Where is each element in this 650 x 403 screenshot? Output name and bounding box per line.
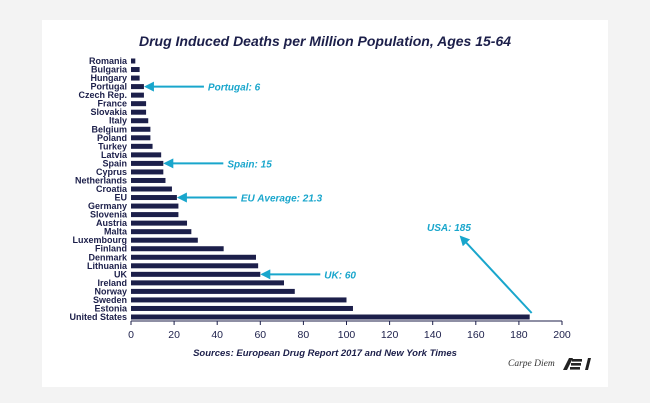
- category-label: United States: [69, 312, 127, 322]
- category-label: Czech Rep.: [78, 90, 127, 100]
- category-label: Poland: [97, 133, 127, 143]
- x-tick-label: 20: [168, 329, 180, 341]
- category-label: Spain: [102, 158, 127, 168]
- category-label: Austria: [96, 218, 128, 228]
- category-label: Belgium: [91, 124, 127, 134]
- chart-source: Sources: European Drug Report 2017 and N…: [193, 348, 457, 359]
- annotation-label: EU Average: 21.3: [241, 194, 323, 205]
- bar-italy: [131, 118, 149, 124]
- bar-estonia: [131, 305, 353, 311]
- bar-luxembourg: [131, 237, 198, 243]
- category-label: France: [97, 99, 127, 109]
- x-tick-label: 180: [510, 329, 528, 341]
- x-tick-label: 160: [467, 329, 485, 341]
- chart-title: Drug Induced Deaths per Million Populati…: [138, 33, 512, 49]
- bar-slovenia: [131, 212, 179, 218]
- category-label: Bulgaria: [91, 65, 128, 75]
- category-label: Romania: [89, 56, 128, 66]
- x-tick-label: 200: [553, 329, 571, 341]
- category-label: Latvia: [101, 150, 128, 160]
- category-label: EU: [114, 193, 127, 203]
- annotation-label: Spain: 15: [227, 159, 272, 170]
- category-label: Italy: [109, 116, 127, 126]
- category-label: Slovakia: [90, 107, 128, 117]
- bar-sweden: [131, 297, 347, 303]
- bar-bulgaria: [131, 67, 140, 73]
- bar-portugal: [131, 84, 144, 90]
- category-label: Croatia: [96, 184, 128, 194]
- branding: Carpe Diem: [508, 356, 601, 372]
- x-tick-label: 140: [424, 329, 442, 341]
- category-label: Luxembourg: [72, 235, 127, 245]
- category-label: Norway: [94, 286, 127, 296]
- annotation-label: UK: 60: [324, 270, 356, 281]
- x-tick-label: 100: [338, 329, 356, 341]
- bar-latvia: [131, 152, 162, 158]
- bar-czech-rep-: [131, 92, 144, 98]
- bar-hungary: [131, 75, 140, 81]
- bar-cyprus: [131, 169, 164, 175]
- x-tick-label: 80: [298, 329, 310, 341]
- category-label: Sweden: [93, 295, 127, 305]
- bar-germany: [131, 203, 179, 209]
- category-label: Ireland: [97, 278, 127, 288]
- bar-lithuania: [131, 263, 259, 269]
- bar-france: [131, 101, 147, 107]
- x-tick-label: 0: [128, 329, 134, 341]
- bar-ireland: [131, 280, 285, 286]
- bar-turkey: [131, 143, 153, 149]
- category-label: Malta: [104, 227, 128, 237]
- bar-denmark: [131, 254, 256, 260]
- bar-belgium: [131, 126, 151, 132]
- bar-norway: [131, 288, 295, 294]
- category-label: Slovenia: [90, 210, 128, 220]
- bar-spain: [131, 160, 164, 166]
- category-label: Lithuania: [87, 261, 128, 271]
- bar-united-states: [131, 314, 530, 320]
- bar-eu: [131, 195, 177, 201]
- category-label: Turkey: [98, 141, 127, 151]
- category-label: Germany: [88, 201, 127, 211]
- category-label: Finland: [95, 244, 127, 254]
- bar-poland: [131, 135, 151, 141]
- bar-croatia: [131, 186, 172, 192]
- category-label: Denmark: [88, 252, 128, 262]
- category-label: Estonia: [94, 303, 128, 313]
- bar-malta: [131, 229, 192, 235]
- brand-text: Carpe Diem: [508, 359, 555, 369]
- annotation-arrow: [459, 235, 533, 314]
- aei-logo-icon: [562, 358, 591, 370]
- category-label: UK: [114, 269, 127, 279]
- category-label: Hungary: [90, 73, 127, 83]
- x-tick-label: 120: [381, 329, 399, 341]
- bar-netherlands: [131, 177, 166, 183]
- x-tick-label: 60: [254, 329, 266, 341]
- bar-uk: [131, 271, 261, 277]
- bar-romania: [131, 58, 136, 64]
- category-label: Netherlands: [75, 175, 127, 185]
- bar-slovakia: [131, 109, 147, 115]
- category-label: Portugal: [90, 82, 127, 92]
- bar-finland: [131, 246, 224, 252]
- x-tick-label: 40: [211, 329, 223, 341]
- bar-austria: [131, 220, 188, 226]
- category-label: Cyprus: [96, 167, 127, 177]
- annotation-label: USA: 185: [427, 223, 471, 234]
- chart-card: [42, 20, 608, 387]
- annotation-label: Portugal: 6: [208, 83, 261, 94]
